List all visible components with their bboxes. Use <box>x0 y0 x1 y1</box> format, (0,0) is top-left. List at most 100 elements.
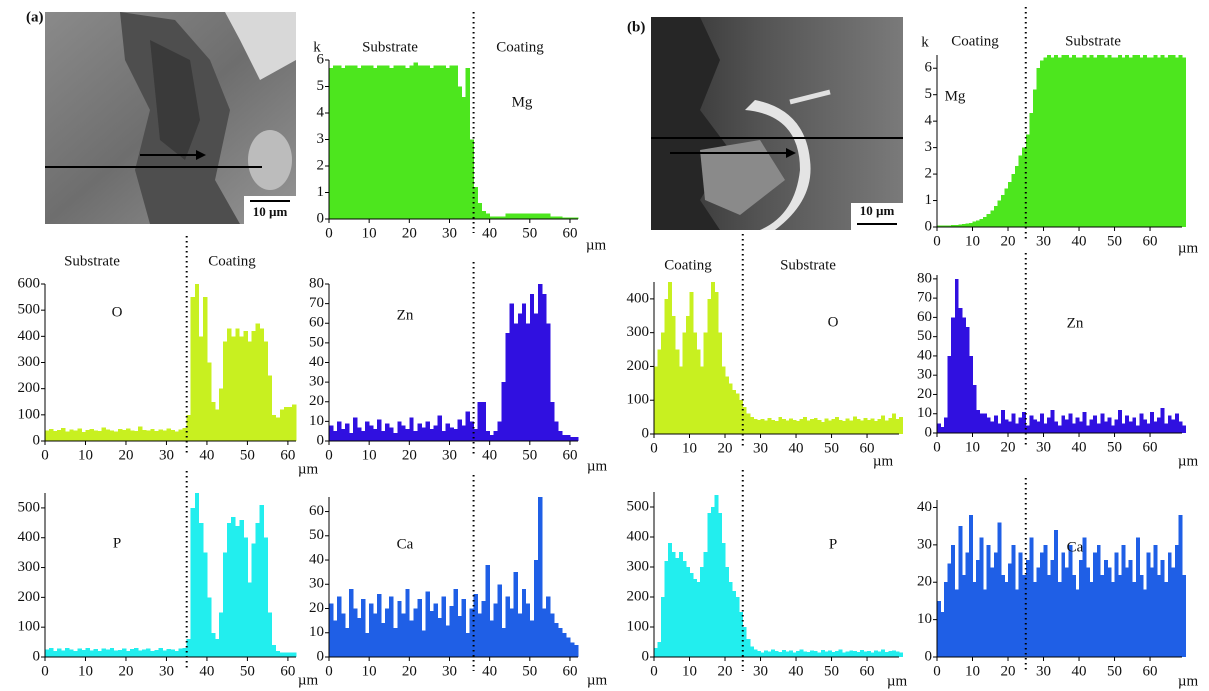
element-label: Mg <box>945 88 966 104</box>
bar <box>1079 421 1083 433</box>
bar <box>824 418 829 434</box>
bar <box>678 366 683 434</box>
bar <box>965 223 970 227</box>
bar <box>477 401 483 441</box>
bar <box>993 552 998 657</box>
x-tick-label: 0 <box>650 663 658 679</box>
bar <box>117 429 123 441</box>
y-tick-label: 1 <box>925 192 933 208</box>
bar <box>1086 567 1091 657</box>
region-label: Coating <box>208 253 256 269</box>
bar <box>774 651 779 657</box>
bar <box>781 649 786 657</box>
bar <box>509 213 515 219</box>
bar <box>884 652 889 657</box>
bar <box>405 67 410 219</box>
bar <box>1018 155 1023 227</box>
bar <box>489 620 495 657</box>
x-tick-label: 50 <box>240 663 255 679</box>
x-tick-label: 40 <box>789 663 804 679</box>
bar <box>121 648 127 657</box>
bar <box>1174 57 1179 228</box>
bar <box>329 603 334 657</box>
bar <box>1064 55 1069 227</box>
bar <box>951 544 956 657</box>
bar <box>287 406 293 441</box>
bar <box>77 648 82 657</box>
bar <box>725 567 729 657</box>
bar <box>329 67 334 219</box>
bar <box>764 420 769 434</box>
bar <box>357 67 362 219</box>
x-tick-label: 10 <box>362 447 377 463</box>
bar <box>162 430 167 441</box>
bar <box>525 603 531 657</box>
x-tick-label: 0 <box>41 447 49 463</box>
bar <box>827 420 832 434</box>
bar <box>549 401 555 441</box>
x-tick-label: 30 <box>442 447 457 463</box>
bar <box>668 282 673 434</box>
bar <box>227 522 232 657</box>
bar <box>146 648 151 657</box>
bar <box>986 544 991 657</box>
bar <box>799 418 804 434</box>
bar <box>81 649 86 657</box>
bar <box>279 409 285 441</box>
bar <box>389 427 394 441</box>
bar <box>345 627 350 657</box>
bar <box>693 332 698 434</box>
bar <box>513 323 519 441</box>
bar <box>1000 195 1005 227</box>
bar <box>1008 421 1012 433</box>
bar <box>997 200 1002 227</box>
y-tick-label: 80 <box>917 270 932 286</box>
bar <box>1167 415 1172 433</box>
x-tick-label: 60 <box>562 225 577 241</box>
bar <box>1153 55 1158 227</box>
bar <box>146 430 151 441</box>
bar <box>138 426 143 441</box>
x-axis-label: µm <box>586 237 607 253</box>
bar <box>337 65 342 219</box>
bar <box>1079 559 1083 657</box>
bar <box>437 65 442 219</box>
scale-bar-label: 10 µm <box>860 203 895 218</box>
bar <box>493 431 499 441</box>
bar <box>345 423 350 441</box>
bar <box>657 642 662 657</box>
bar <box>788 650 793 657</box>
bar <box>845 418 850 434</box>
x-tick-label: 10 <box>362 225 377 241</box>
bar <box>545 323 551 441</box>
bar <box>976 220 981 227</box>
bar <box>501 382 507 441</box>
bar <box>661 332 666 434</box>
y-tick-label: 6 <box>925 60 933 76</box>
x-tick-label: 30 <box>1036 439 1051 455</box>
line-scan-chart: 0 10 20 30 40 50 60 0 10 20 30 40 50 60 70 80 Zn µm <box>309 262 607 474</box>
element-label: Mg <box>512 94 533 110</box>
bar <box>557 216 563 219</box>
bar <box>1068 57 1073 228</box>
bar <box>377 593 382 657</box>
y-tick-label: 20 <box>917 386 932 402</box>
x-tick-label: 10 <box>965 439 980 455</box>
bar <box>947 563 952 657</box>
bar <box>505 213 511 219</box>
bar <box>678 552 683 657</box>
x-tick-label: 30 <box>753 663 768 679</box>
x-tick-label: 50 <box>1107 439 1122 455</box>
bar <box>457 419 462 441</box>
bar <box>717 332 722 434</box>
bar <box>349 433 354 441</box>
bar <box>134 648 139 657</box>
bar <box>1142 419 1147 433</box>
bar <box>1157 417 1162 433</box>
bar <box>373 67 378 219</box>
y-tick-label: 500 <box>18 499 41 515</box>
bar <box>1043 423 1048 433</box>
x-axis-label: µm <box>1178 673 1199 689</box>
bar <box>1036 421 1041 433</box>
bar <box>820 649 825 657</box>
